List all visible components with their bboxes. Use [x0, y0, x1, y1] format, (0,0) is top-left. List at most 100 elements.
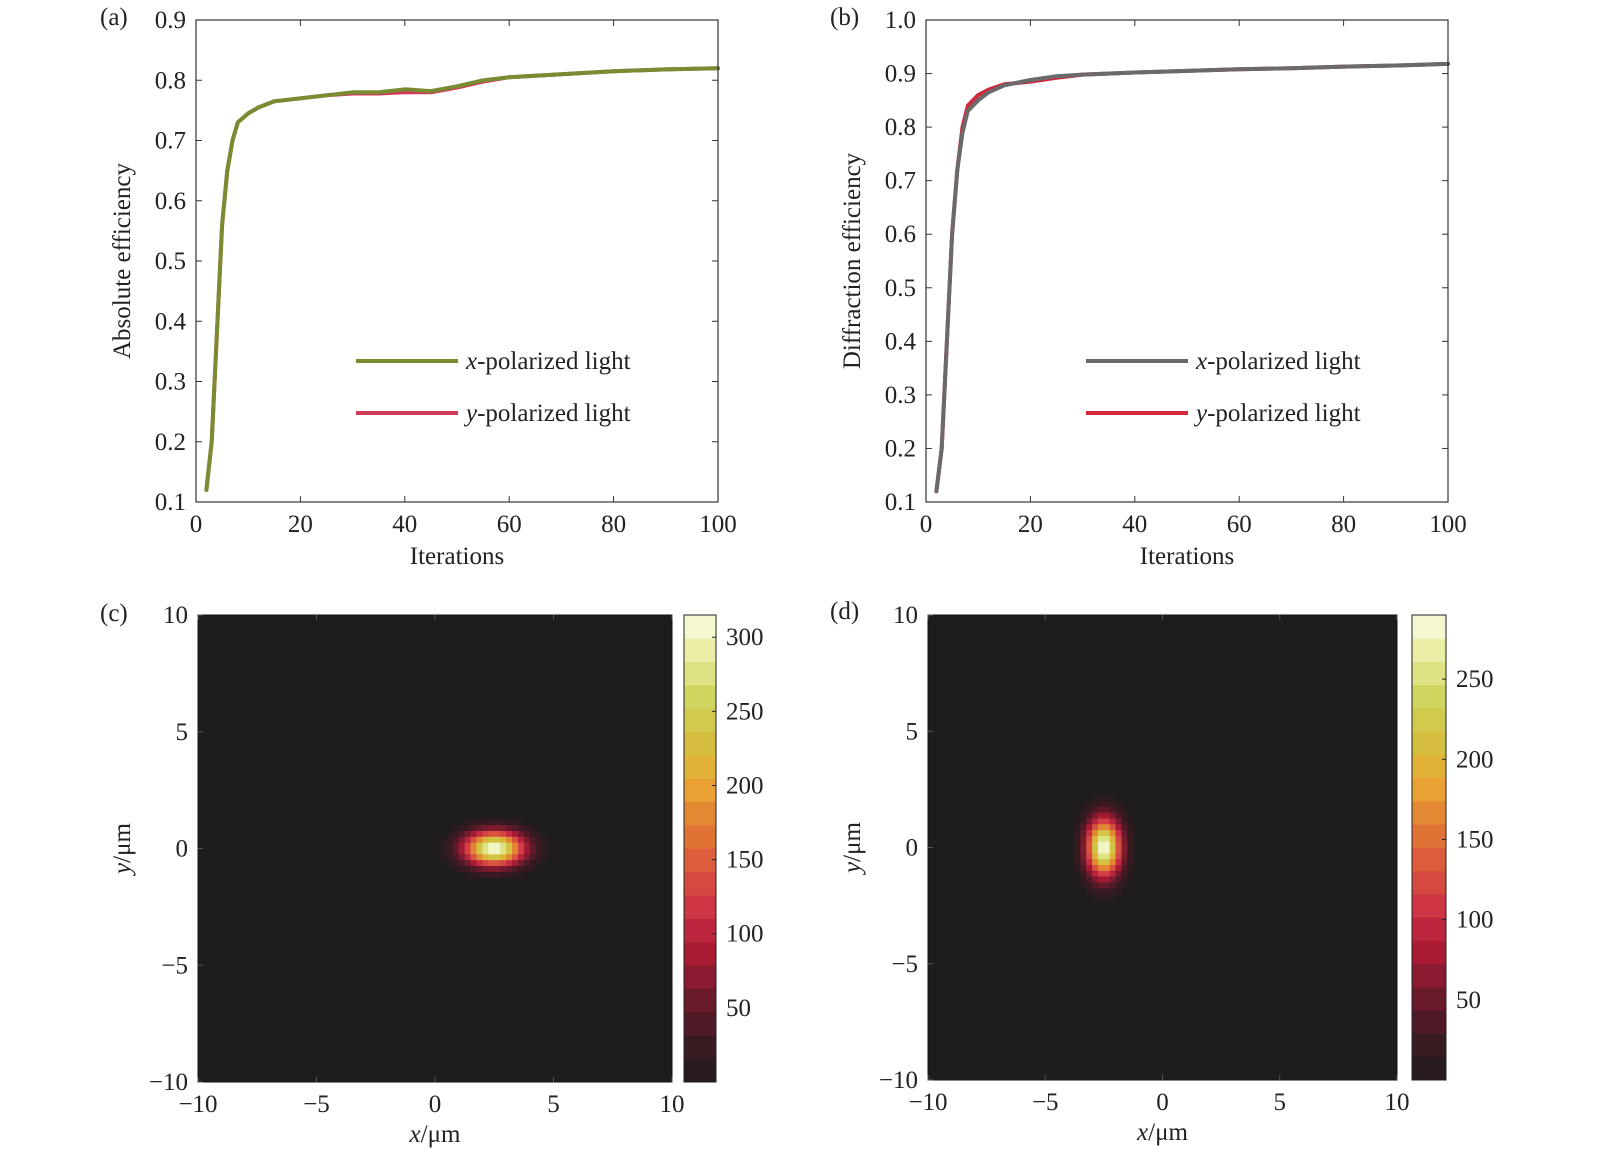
- heatmap-cell: [512, 860, 519, 867]
- heatmap-cell: [1080, 818, 1087, 825]
- y-tick-label: 0.8: [155, 67, 186, 94]
- heatmap-cell: [1098, 847, 1105, 854]
- heatmap-cell: [1086, 853, 1093, 860]
- heatmap-cell: [1109, 812, 1116, 819]
- heatmap-cell: [523, 842, 531, 849]
- heatmap-cell: [488, 848, 495, 855]
- heatmap-cell: [446, 842, 454, 849]
- heatmap-cell: [1080, 841, 1087, 848]
- heatmap-cell: [1080, 835, 1087, 842]
- colorbar-tick-label: 200: [1456, 746, 1494, 773]
- heatmap-cell: [1080, 806, 1087, 813]
- x-axis-title: x/μm: [1136, 1119, 1188, 1146]
- heatmap-cell: [482, 825, 489, 832]
- colorbar-segment: [1412, 847, 1446, 872]
- heatmap-cell: [1080, 812, 1087, 819]
- heatmap-cell: [1086, 812, 1093, 819]
- heatmap-cell: [1074, 830, 1081, 837]
- data-point-x: [215, 331, 219, 335]
- y-axis-title-var: y: [109, 862, 136, 877]
- heatmap-cell: [517, 860, 525, 867]
- heatmap-cell: [1109, 830, 1116, 837]
- data-point-x: [1133, 70, 1137, 75]
- data-point-x: [960, 130, 965, 135]
- data-point-x: [1081, 73, 1085, 77]
- heatmap-cell: [541, 854, 548, 861]
- heatmap-cell: [1103, 847, 1111, 854]
- y-axis-title: y/μm: [109, 822, 136, 876]
- heatmap-cell: [1115, 841, 1122, 848]
- heatmap-cell: [1109, 888, 1116, 895]
- heatmap-cell: [1098, 830, 1105, 837]
- data-point-x: [940, 446, 944, 451]
- heatmap-field: [198, 615, 672, 1082]
- x-axis-title-var: x: [409, 1121, 421, 1148]
- heatmap-cell: [1115, 801, 1122, 808]
- colorbar-segment: [684, 801, 716, 826]
- heatmap-cell: [1092, 847, 1099, 854]
- heatmap-cell: [1127, 830, 1134, 837]
- heatmap-cell: [476, 860, 483, 867]
- heatmap-cell: [458, 830, 465, 838]
- y-axis-title: y/μm: [839, 821, 866, 875]
- heatmap-cell: [506, 848, 513, 855]
- heatmap-cell: [1109, 894, 1116, 901]
- panel-label: (a): [100, 4, 128, 31]
- heatmap-cell: [1092, 859, 1099, 866]
- heatmap-cell: [482, 842, 489, 849]
- colorbar-segment: [1412, 894, 1446, 918]
- x-axis-title: x/μm: [409, 1121, 461, 1148]
- heatmap-cell: [506, 819, 513, 826]
- heatmap-cell: [1121, 859, 1128, 866]
- y-tick-label: 0.6: [885, 221, 916, 248]
- data-point-x: [976, 98, 980, 102]
- y-axis-title-unit: /μm: [109, 822, 136, 862]
- x-tick-label: −5: [1032, 1089, 1059, 1116]
- heatmap-cell: [506, 825, 513, 832]
- heatmap-cell: [464, 866, 471, 873]
- heatmap-cell: [470, 860, 477, 867]
- y-tick-label: 0.1: [885, 489, 916, 516]
- colorbar-segment: [684, 1011, 716, 1036]
- heatmap-cell: [452, 836, 459, 843]
- panel-a: (a) 0 20 40 60 80 100 0.1 0.2 0.3 0.4 0.5 0.6 0.7 0.8 0…: [100, 4, 737, 570]
- colorbar-segment: [1412, 754, 1446, 779]
- colorbar-segment: [684, 685, 716, 709]
- series-line-x: [204, 66, 720, 492]
- colorbar-tick-label: 100: [726, 921, 764, 948]
- x-tick-label: 0: [429, 1091, 442, 1118]
- heatmap-cell: [500, 836, 507, 843]
- data-point-x: [230, 138, 235, 143]
- heatmap-cell: [464, 830, 471, 838]
- series-line-x: [934, 61, 1450, 494]
- heatmap-cell: [1103, 824, 1111, 831]
- heatmap-cell: [470, 866, 477, 873]
- heatmap-cell: [440, 848, 448, 855]
- y-axis-title-unit: /μm: [839, 821, 866, 861]
- heatmap-cell: [1092, 888, 1099, 895]
- colorbar-segment: [1412, 708, 1446, 732]
- heatmap-cell: [482, 860, 489, 867]
- heatmap-cell: [529, 866, 537, 873]
- heatmap-cell: [1127, 859, 1134, 866]
- heatmap-cell: [494, 830, 501, 838]
- heatmap-cell: [452, 848, 459, 855]
- heatmap-cell: [458, 825, 465, 832]
- heatmap-cell: [535, 848, 542, 855]
- heatmap-cell: [1098, 888, 1105, 895]
- heatmap-cell: [1086, 847, 1093, 854]
- x-tick-label: 0: [190, 511, 203, 538]
- heatmap-cell: [1103, 859, 1111, 866]
- colorbar-tick-label: 150: [1456, 826, 1494, 853]
- heatmap-cell: [464, 860, 471, 867]
- heatmap-cell: [1109, 847, 1116, 854]
- heatmap-cell: [512, 819, 519, 826]
- heatmap-cell: [1121, 835, 1128, 842]
- heatmap-cell: [1109, 795, 1116, 802]
- heatmap-cell: [452, 860, 459, 867]
- heatmap-cell: [1086, 835, 1093, 842]
- heatmap-cell: [529, 860, 537, 867]
- heatmap-cell: [506, 866, 513, 873]
- heatmap-cell: [535, 842, 542, 849]
- heatmap-cell: [535, 830, 542, 838]
